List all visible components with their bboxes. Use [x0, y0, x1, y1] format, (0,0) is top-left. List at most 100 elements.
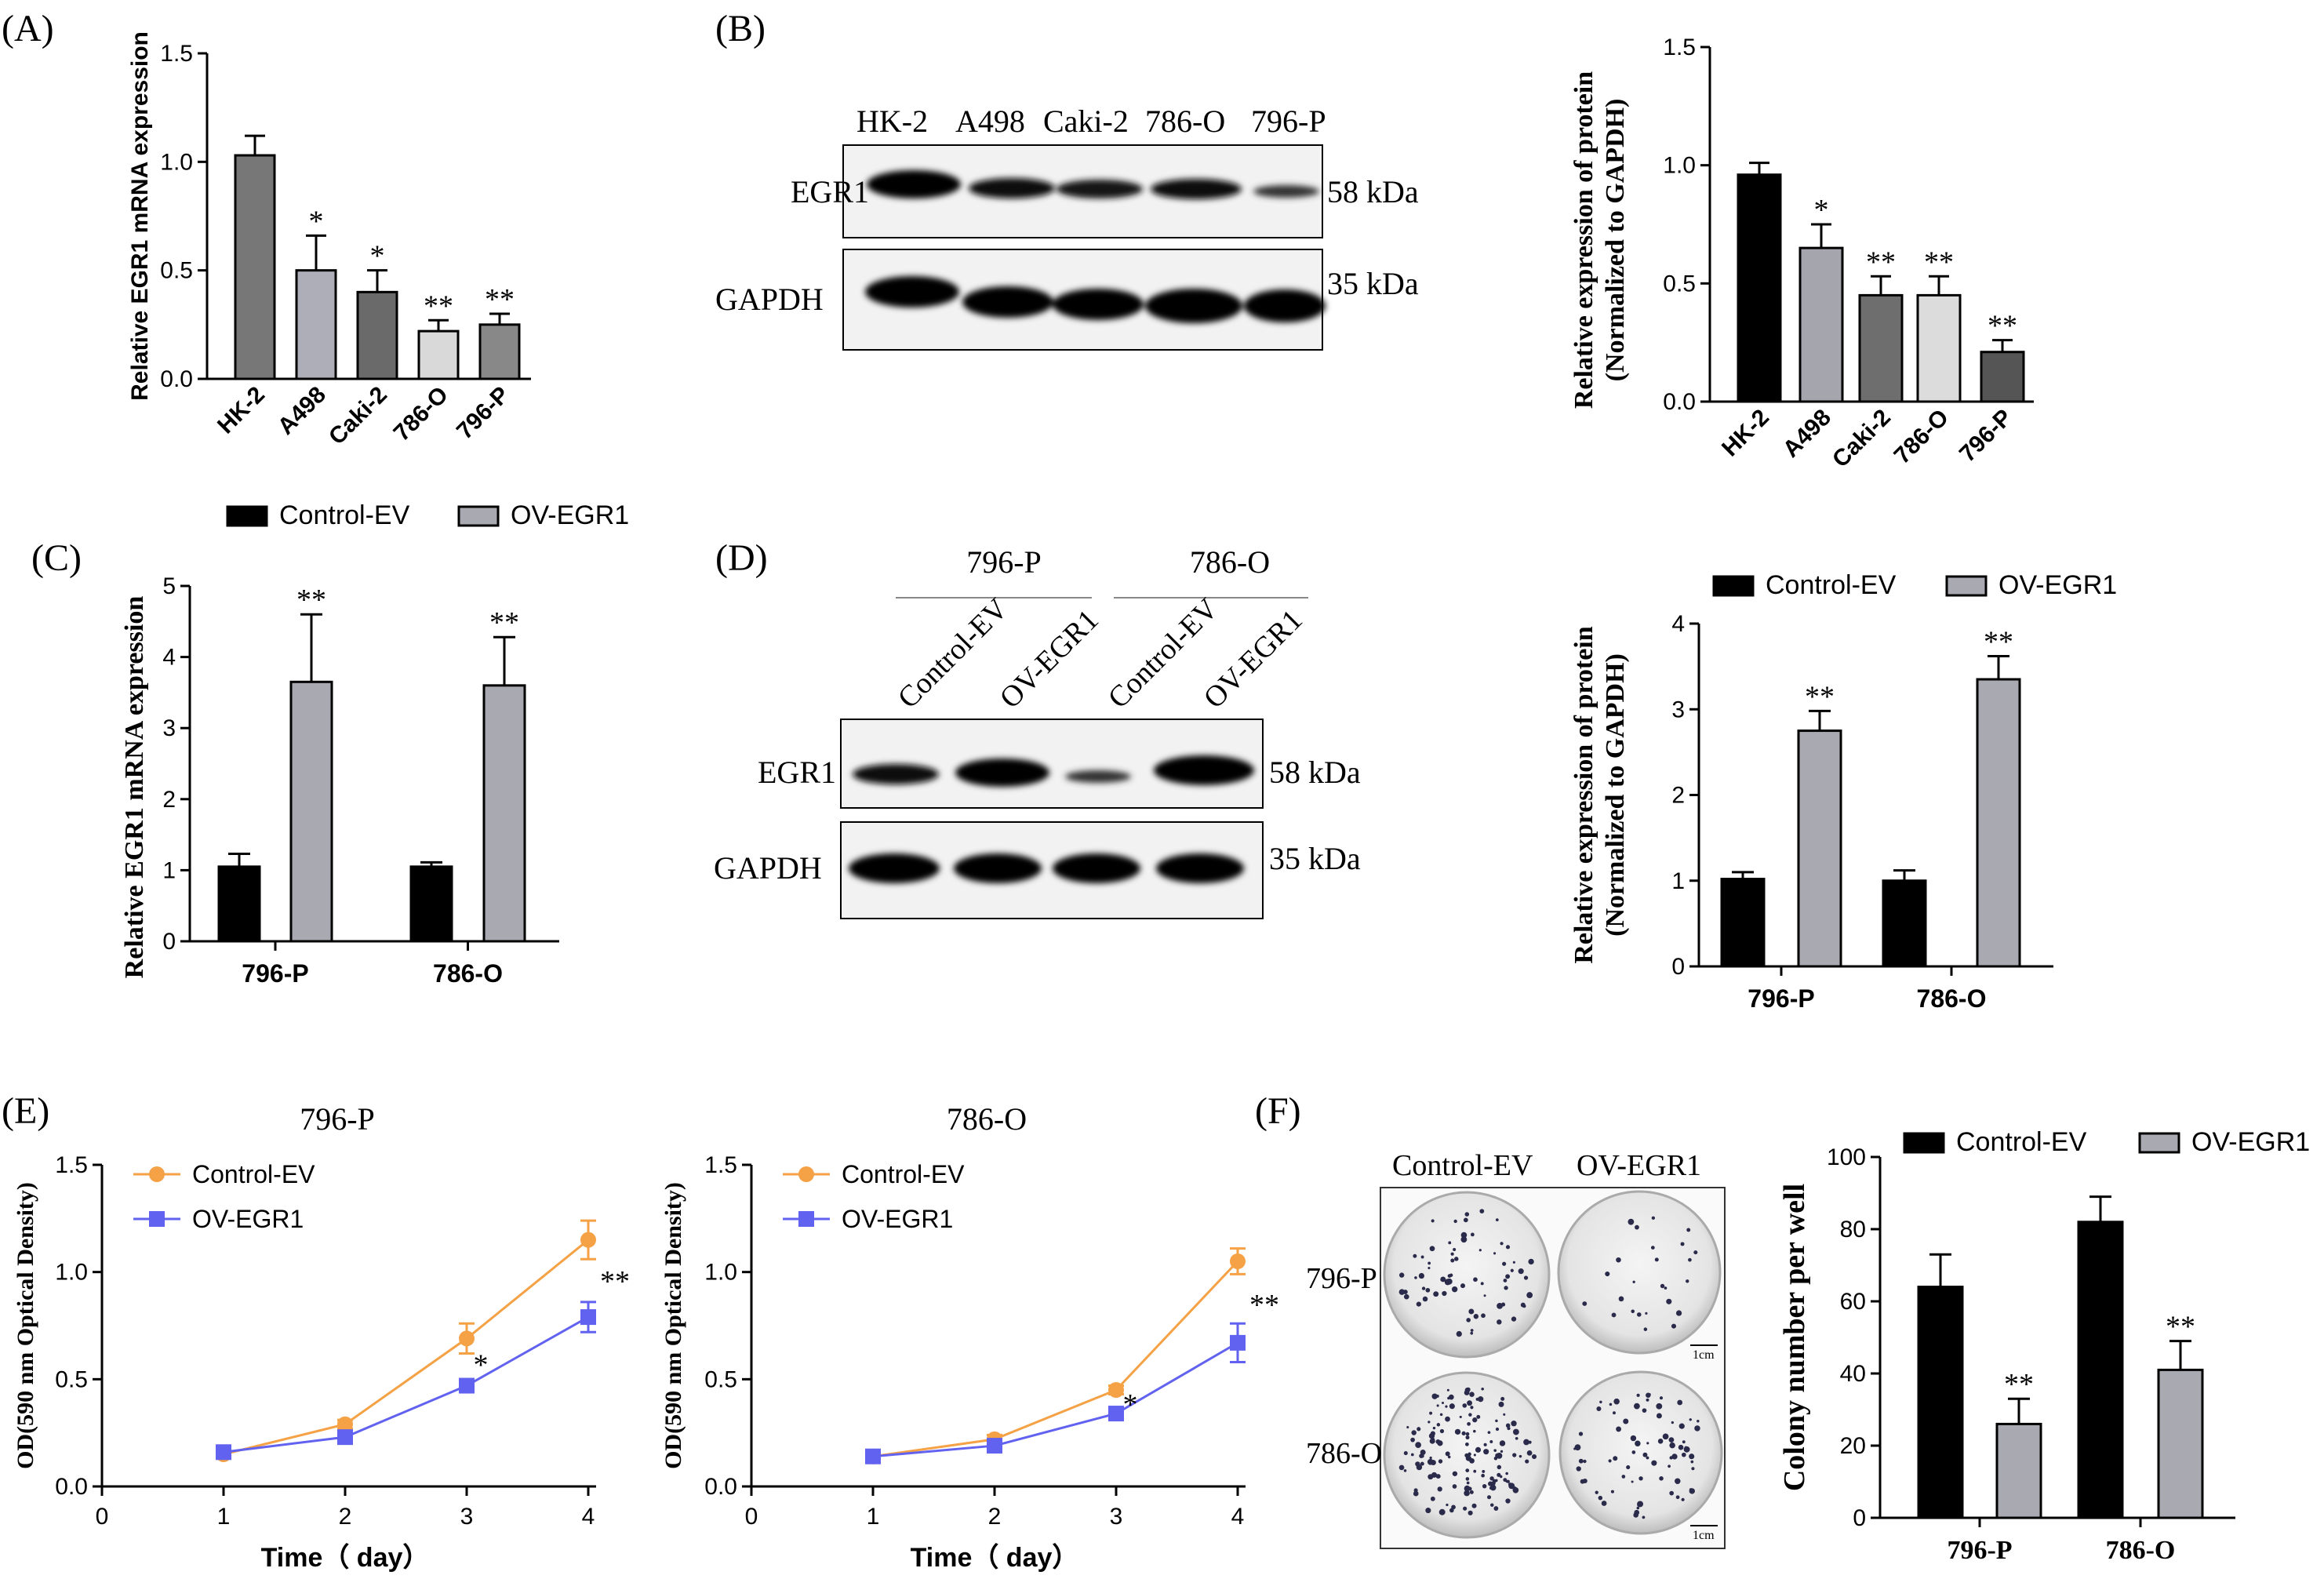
- significance-label: **: [1866, 246, 1896, 278]
- colony: [1512, 1453, 1517, 1457]
- colony: [1456, 1330, 1462, 1337]
- chart-b-protein-bar: 0.00.51.01.5HK-2*A498**Caki-2**786-O**79…: [1569, 35, 2034, 473]
- legend-marker: [798, 1166, 814, 1182]
- data-point: [459, 1377, 475, 1394]
- colony: [1573, 1447, 1577, 1450]
- colony: [1473, 1469, 1477, 1473]
- culture-plate: [1558, 1370, 1723, 1535]
- significance-label: **: [1805, 680, 1835, 713]
- western-blot-b: HK-2 A498 Caki-2 786-O 796-P EGR1 GAPDH …: [715, 104, 1419, 351]
- bar: [1798, 246, 1844, 403]
- plates-row-label-796p: 796-P: [1306, 1262, 1377, 1295]
- colony: [1468, 1452, 1471, 1457]
- bar: [409, 865, 453, 943]
- colony: [1433, 1291, 1439, 1297]
- colony: [1526, 1292, 1533, 1299]
- colony: [1505, 1472, 1508, 1475]
- colony: [1490, 1503, 1494, 1507]
- y-axis-label: Relative expression of protein: [1569, 71, 1598, 409]
- colony: [1632, 1280, 1635, 1283]
- series-line: [223, 1239, 589, 1456]
- y-tick-label: 1.0: [160, 149, 193, 175]
- colony: [1522, 1304, 1526, 1308]
- colony: [1441, 1401, 1445, 1405]
- bar: [1976, 678, 2021, 968]
- colony: [1497, 1464, 1502, 1470]
- y-axis-label: Relative EGR1 mRNA expression: [127, 31, 153, 401]
- colony: [1460, 1283, 1466, 1289]
- colony: [1471, 1503, 1477, 1508]
- blot-d-row-label-egr1: EGR1: [758, 755, 836, 790]
- y-axis-label: Relative expression of protein: [1569, 626, 1598, 963]
- x-tick-label: 786-O: [1889, 405, 1954, 469]
- colony: [1642, 1452, 1648, 1457]
- colony: [1468, 1413, 1472, 1417]
- colony: [1633, 1512, 1638, 1518]
- x-tick-label: 796-P: [1955, 405, 2017, 468]
- colony: [1470, 1406, 1474, 1410]
- colony: [1505, 1480, 1508, 1483]
- chart-title: 786-O: [947, 1101, 1027, 1137]
- colony: [1631, 1309, 1635, 1314]
- colony: [1582, 1301, 1588, 1306]
- colony: [1432, 1426, 1436, 1430]
- bar: [295, 269, 337, 380]
- x-tick-label: 796-P: [242, 959, 308, 988]
- colony: [1411, 1430, 1417, 1435]
- significance-label: *: [1123, 1388, 1138, 1421]
- colony: [1578, 1432, 1584, 1436]
- colony: [1431, 1393, 1438, 1399]
- culture-plate: [1383, 1191, 1551, 1359]
- y-tick-label: 2: [162, 787, 176, 813]
- panel-label-e: (E): [2, 1090, 49, 1132]
- chart-e-786o-line: 786-O 0.0 0.5 1.0 1.5 0 1 2 3 4 Time（ day） OD(590 n…: [660, 1101, 1279, 1573]
- colony: [1465, 1468, 1470, 1473]
- colony: [1669, 1442, 1675, 1449]
- bar: [1917, 1286, 1964, 1519]
- blot-d-kda-58: 58 kDa: [1269, 755, 1361, 790]
- colony: [1425, 1287, 1431, 1293]
- colony: [1499, 1440, 1506, 1446]
- y-tick-label: 1.5: [160, 41, 193, 67]
- colony: [1497, 1472, 1501, 1477]
- colony: [1645, 1312, 1648, 1315]
- colony: [1515, 1436, 1518, 1440]
- colony: [1574, 1444, 1581, 1451]
- colony: [1691, 1467, 1695, 1471]
- colony: [1445, 1405, 1448, 1408]
- significance-label: **: [2166, 1311, 2195, 1344]
- colony: [1465, 1477, 1470, 1481]
- blot-band: [849, 853, 940, 883]
- data-point: [865, 1448, 881, 1464]
- y-tick-label: 1.0: [1663, 153, 1696, 179]
- bar: [1980, 351, 2025, 403]
- plates-col-label-ov: OV-EGR1: [1577, 1149, 1701, 1182]
- colony: [1453, 1247, 1457, 1251]
- bar: [1797, 729, 1842, 968]
- bar: [482, 684, 526, 943]
- colony: [1450, 1252, 1454, 1256]
- colony: [1435, 1474, 1441, 1479]
- y-tick-label: 0: [1853, 1505, 1866, 1531]
- colony: [1489, 1439, 1493, 1443]
- colony: [1481, 1473, 1485, 1478]
- bar: [478, 323, 521, 380]
- colony: [1460, 1232, 1468, 1239]
- legend-label: OV-EGR1: [1998, 570, 2117, 600]
- colony: [1500, 1450, 1504, 1453]
- x-tick-label: 0: [96, 1504, 109, 1530]
- colony: [1668, 1464, 1671, 1468]
- significance-label: **: [600, 1265, 630, 1298]
- colony: [1646, 1398, 1649, 1402]
- colony: [1608, 1459, 1612, 1463]
- colony: [1576, 1466, 1581, 1472]
- colony: [1595, 1490, 1598, 1494]
- y-tick-label: 0: [1671, 954, 1685, 980]
- colony: [1526, 1459, 1529, 1462]
- colony: [1628, 1218, 1635, 1225]
- colony: [1429, 1411, 1433, 1415]
- colony: [1431, 1438, 1435, 1442]
- colony: [1660, 1283, 1665, 1289]
- legend-label: OV-EGR1: [2191, 1127, 2310, 1157]
